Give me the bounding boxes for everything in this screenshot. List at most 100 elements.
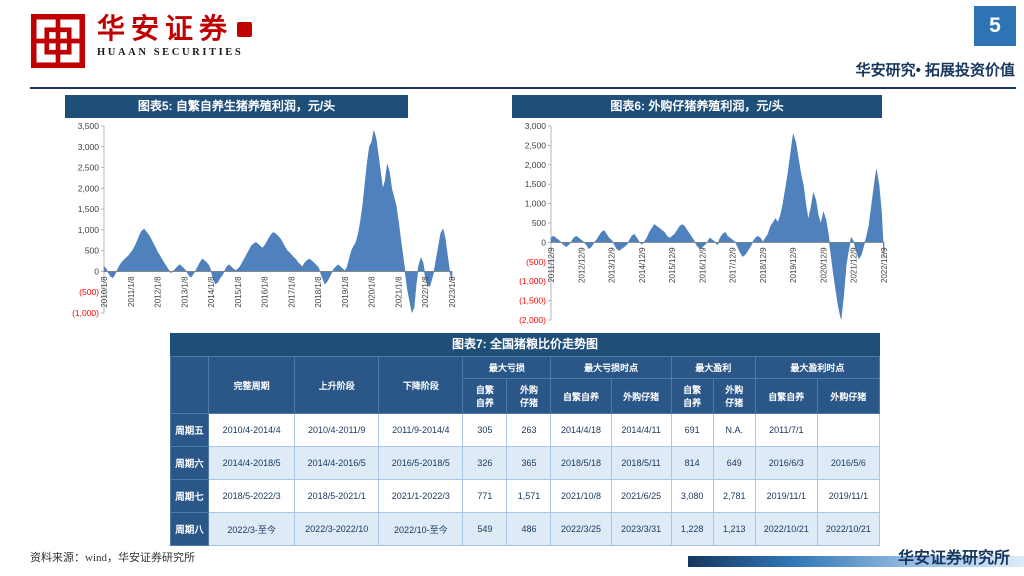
table-cell: 649 [712,446,756,480]
table-cell: 2014/4-2018/5 [208,446,296,480]
col-header: 上升阶段 [294,356,380,414]
sub-header: 外购仔猪 [816,378,881,414]
svg-text:1,500: 1,500 [78,204,100,214]
table-cell: 2014/4/11 [610,413,672,447]
svg-text:(500): (500) [526,257,546,267]
svg-text:2011/1/8: 2011/1/8 [127,276,136,307]
sub-header: 外购 仔猪 [506,378,552,414]
pig-grain-cycle-table: 完整周期 上升阶段 下降阶段 最大亏损 最大亏损时点 最大盈利 最大盈利时点 自… [169,356,881,546]
sub-header: 自繁 自养 [670,378,714,414]
page-number-badge: 5 [974,6,1016,46]
col-header: 完整周期 [208,356,296,414]
table-cell: 3,080 [670,479,714,513]
svg-text:1,000: 1,000 [78,225,100,235]
table-cell: 2016/5-2018/5 [378,446,464,480]
row-label: 周期八 [169,512,210,546]
table-cell [816,413,881,447]
table-cell: 2010/4-2011/9 [294,413,380,447]
header-divider [30,87,1016,89]
chart7-title-bar: 图表7: 全国猪粮比价走势图 [170,333,880,356]
sub-header: 自繁自养 [754,378,818,414]
table-cell: 549 [462,512,508,546]
svg-text:2015/12/9: 2015/12/9 [668,247,677,283]
table-cell: 2016/6/3 [754,446,818,480]
svg-text:2011/12/9: 2011/12/9 [547,247,556,283]
table-cell: N.A. [712,413,756,447]
table-cell: 2019/11/1 [754,479,818,513]
svg-text:2019/12/9: 2019/12/9 [789,247,798,283]
svg-text:3,000: 3,000 [78,142,100,152]
sub-header: 自繁自养 [550,378,612,414]
row-label: 周期六 [169,446,210,480]
svg-text:2022/12/9: 2022/12/9 [880,247,889,283]
svg-text:(500): (500) [79,287,99,297]
brand-text: 华安证券 HUAAN SECURITIES [97,13,253,58]
table-cell: 2011/9-2014/4 [378,413,464,447]
institute-label: 华安证券研究所 [897,550,1010,567]
svg-text:2013/12/9: 2013/12/9 [608,247,617,283]
table-header-row-subs: 自繁 自养 外购 仔猪 自繁自养 外购仔猪 自繁 自养 外购 仔猪 自繁自养 外… [171,378,881,414]
svg-text:0: 0 [94,266,99,276]
table-row: 周期七 2018/5-2022/3 2018/5-2021/1 2021/1-2022… [169,479,881,513]
table-cell: 2018/5-2021/1 [294,479,380,513]
footer-ribbon [688,556,1024,567]
svg-text:500: 500 [85,246,99,256]
table-cell: 305 [462,413,508,447]
svg-text:(2,000): (2,000) [519,315,546,325]
svg-text:2022/1/8: 2022/1/8 [421,276,430,308]
svg-text:2016/12/9: 2016/12/9 [698,247,707,283]
table-cell: 2021/10/8 [550,479,612,513]
col-header: 下降阶段 [378,356,464,414]
table-cell: 2022/10/21 [816,512,881,546]
table-cell: 2022/10/21 [754,512,818,546]
svg-text:2019/1/8: 2019/1/8 [341,276,350,308]
table-cell: 1,228 [670,512,714,546]
seal-icon [237,22,253,38]
svg-text:2012/1/8: 2012/1/8 [154,276,163,308]
svg-text:2,500: 2,500 [525,140,547,150]
table-cell: 2014/4-2016/5 [294,446,380,480]
svg-text:2013/1/8: 2013/1/8 [180,276,189,308]
col-group-header: 最大盈利 [670,356,756,379]
svg-text:2010/1/8: 2010/1/8 [100,276,109,308]
research-slogan: 华安研究• 拓展投资价值 [855,62,1015,79]
svg-text:3,000: 3,000 [525,121,547,131]
table-cell: 814 [670,446,714,480]
svg-text:2021/12/9: 2021/12/9 [850,247,859,283]
table-cell: 1,213 [712,512,756,546]
table-cell: 2011/7/1 [754,413,818,447]
svg-text:1,500: 1,500 [525,179,547,189]
table-cell: 2023/3/31 [610,512,672,546]
svg-text:3,500: 3,500 [78,121,100,131]
table-cell: 2021/1-2022/3 [378,479,464,513]
table-cell: 2018/5/11 [610,446,672,480]
svg-text:2012/12/9: 2012/12/9 [577,247,586,283]
row-label: 周期五 [169,413,210,447]
svg-text:2018/1/8: 2018/1/8 [314,276,323,308]
sub-header: 外购 仔猪 [712,378,756,414]
svg-text:2018/12/9: 2018/12/9 [759,247,768,283]
svg-text:500: 500 [532,218,546,228]
table-cell: 2010/4-2014/4 [208,413,296,447]
corner-cell [169,356,210,414]
table-cell: 2019/11/1 [816,479,881,513]
table-cell: 2014/4/18 [550,413,612,447]
table-cell: 2021/6/25 [610,479,672,513]
table-row: 周期五 2010/4-2014/4 2010/4-2011/9 2011/9-2014… [169,413,881,447]
table-cell: 2016/5/6 [816,446,881,480]
brand-name-cn: 华安证券 [97,14,234,45]
svg-text:2,000: 2,000 [78,183,100,193]
table-cell: 1,571 [506,479,552,513]
svg-text:2014/1/8: 2014/1/8 [207,276,216,308]
svg-text:2015/1/8: 2015/1/8 [234,276,243,308]
col-group-header: 最大亏损时点 [550,356,672,379]
svg-text:0: 0 [541,237,546,247]
profit-chart-self-breeding: (1,000) (500) 0 500 1,000 1,500 2,000 2,500 3,00… [58,118,458,323]
row-label: 周期七 [169,479,210,513]
svg-text:(1,000): (1,000) [519,276,546,286]
svg-text:2020/1/8: 2020/1/8 [368,276,377,308]
svg-text:1,000: 1,000 [525,199,547,209]
table-cell: 2018/5-2022/3 [208,479,296,513]
table-cell: 2,781 [712,479,756,513]
svg-text:2017/1/8: 2017/1/8 [287,276,296,308]
